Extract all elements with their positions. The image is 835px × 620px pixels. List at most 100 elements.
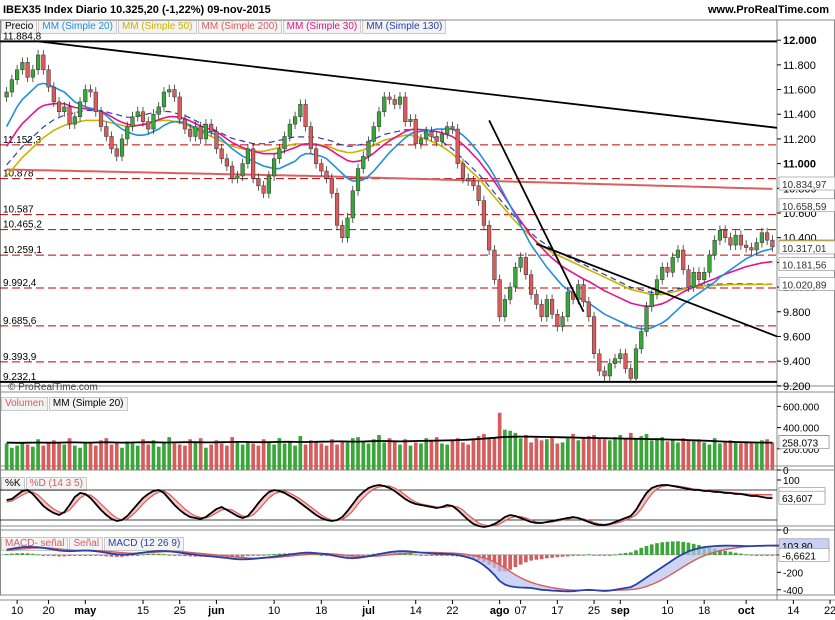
- macd-hist-bar: [419, 554, 423, 556]
- candle-body: [413, 118, 418, 145]
- volume-bar: [20, 442, 25, 470]
- candle-body: [723, 230, 728, 238]
- volume-bar: [277, 438, 282, 470]
- candle-body: [287, 123, 292, 137]
- candle-body: [434, 136, 439, 142]
- macd-hist-bar: [592, 554, 596, 556]
- ma200-line: [6, 168, 773, 190]
- candle-body: [397, 96, 403, 105]
- candle-body: [230, 165, 235, 179]
- legend-volume[interactable]: Volumen: [1, 397, 48, 411]
- macd-hist-bar: [550, 554, 554, 558]
- candle-body: [182, 118, 188, 130]
- volume-bar: [592, 435, 596, 470]
- candle-body: [93, 91, 98, 113]
- candle-body: [214, 131, 219, 150]
- macd-hist-bar: [644, 545, 649, 555]
- price-tick-label: 11.400: [783, 109, 816, 121]
- candle-body: [298, 104, 303, 117]
- panel-frame: [0, 465, 835, 531]
- candle-body: [712, 239, 717, 256]
- candle-body: [623, 353, 628, 369]
- price-badge: [778, 198, 835, 213]
- macd-hist-bar: [256, 554, 261, 556]
- candle-body: [140, 111, 146, 122]
- macd-hist-bar: [503, 554, 507, 572]
- macd-hist-bar: [135, 554, 140, 556]
- volume-bar: [188, 439, 193, 470]
- volume-ma-line: [6, 435, 773, 444]
- candle-body: [387, 96, 392, 100]
- legend-stoch-d[interactable]: %D (14 3 5): [25, 477, 87, 491]
- macd-hist-bar: [508, 554, 512, 570]
- candle-body: [660, 267, 665, 280]
- volume-bar: [156, 446, 161, 470]
- legend-macd-signal[interactable]: Señal: [69, 537, 104, 551]
- macd-hist-bar: [529, 554, 533, 561]
- volume-bar: [319, 443, 324, 470]
- legend-stoch-k[interactable]: %K: [1, 477, 25, 491]
- price-badge: [778, 257, 835, 271]
- x-tick-label: 10: [268, 605, 280, 617]
- candle-body: [702, 272, 707, 280]
- macd-hist-bar: [440, 554, 444, 556]
- macd-hist-bar: [261, 554, 266, 556]
- x-tick-label: jun: [207, 605, 225, 617]
- macd-hist-bar: [235, 554, 240, 557]
- volume-bar: [371, 439, 376, 470]
- volume-bar: [62, 444, 67, 470]
- stoch-tick-label: 100: [783, 476, 800, 487]
- price-legend: Precio MM (Simple 20) MM (Simple 50) MM …: [1, 20, 447, 34]
- volume-bar: [340, 441, 345, 470]
- macd-hist-bar: [775, 554, 780, 556]
- macd-line: [6, 544, 789, 593]
- candle-body: [707, 254, 712, 273]
- volume-bar: [760, 440, 764, 470]
- macd-hist-bar: [177, 554, 182, 556]
- volume-bar: [618, 435, 623, 470]
- volume-bar: [539, 440, 544, 470]
- price-badge: [778, 277, 835, 291]
- candle-body: [382, 96, 387, 113]
- volume-bar: [744, 441, 748, 470]
- macd-hist-bar: [162, 554, 166, 556]
- volume-bar: [434, 437, 439, 470]
- volume-bar: [471, 439, 476, 470]
- trendline-long: [37, 40, 778, 129]
- macd-hist-bar: [146, 553, 151, 555]
- candle-body: [602, 370, 607, 377]
- volume-bar: [560, 442, 565, 470]
- volume-bar: [565, 438, 570, 470]
- volume-bar: [387, 438, 392, 470]
- macd-hist-bar: [739, 553, 743, 555]
- candle-body: [167, 89, 172, 93]
- macd-hist-bar: [104, 554, 109, 557]
- volume-bar: [31, 446, 35, 470]
- candle-body: [261, 185, 266, 194]
- macd-hist-bar: [4, 553, 9, 555]
- candle-body: [560, 316, 565, 327]
- macd-hist-bar: [120, 554, 124, 557]
- x-tick-label: 10: [661, 605, 673, 617]
- volume-bar: [36, 439, 40, 470]
- macd-fill: [6, 545, 794, 592]
- legend-macd-line[interactable]: MACD (12 26 9): [104, 537, 185, 551]
- volume-bar: [308, 440, 313, 470]
- macd-hist-bar: [67, 554, 72, 557]
- macd-hist-bar: [72, 554, 77, 556]
- macd-hist-bar: [665, 541, 670, 555]
- legend-volume-ma[interactable]: MM (Simple 20): [48, 397, 128, 411]
- volume-bar: [503, 429, 507, 470]
- x-tick-label: 14: [787, 605, 799, 617]
- volume-bar: [754, 443, 759, 470]
- volume-bar: [676, 442, 680, 470]
- volume-bar: [329, 439, 334, 470]
- macd-hist-bar: [88, 554, 93, 556]
- volume-bar: [649, 440, 654, 470]
- volume-bar: [256, 445, 261, 470]
- volume-bar: [350, 438, 355, 470]
- volume-bar: [408, 445, 413, 470]
- candle-body: [502, 299, 507, 317]
- candle-body: [581, 284, 586, 303]
